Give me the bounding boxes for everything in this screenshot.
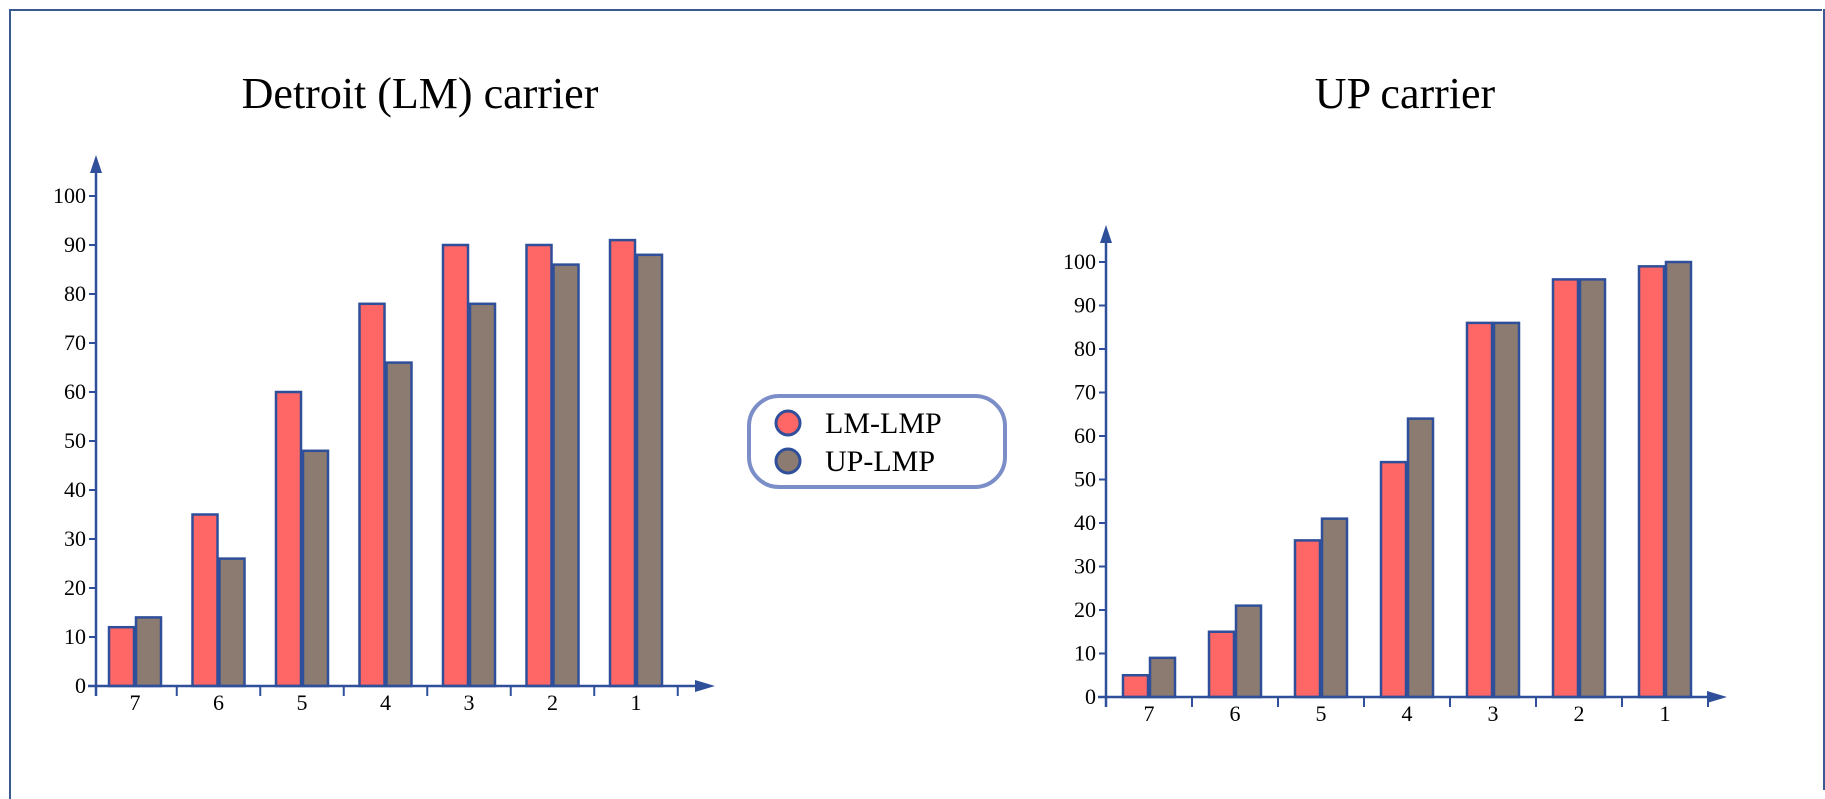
chart-2-y-tick-label: 50 <box>1074 467 1096 492</box>
chart-2-bar-lm-lmp-5 <box>1293 539 1322 699</box>
legend-box <box>747 394 1007 489</box>
chart-2-bar-lm-lmp-1 <box>1637 265 1666 699</box>
figure-frame-right-edge <box>1823 9 1825 790</box>
chart-1-bar-lm-lmp-6 <box>191 513 219 688</box>
chart-2-bar-up-lmp-5 <box>1320 517 1349 699</box>
chart-1-y-tick-label: 100 <box>53 183 86 208</box>
chart-1-y-tick-label: 30 <box>64 526 86 551</box>
chart-1-bar-lm-lmp-7 <box>107 625 136 688</box>
chart-2-bar-up-lmp-4 <box>1406 417 1435 699</box>
chart-2-y-axis-arrow <box>1100 225 1112 243</box>
chart-2-y-tick-label: 20 <box>1074 597 1096 622</box>
chart-1-bar-up-lmp-7 <box>134 616 163 688</box>
chart-2-y-tick-label: 70 <box>1074 380 1096 405</box>
chart-1-bar-lm-lmp-1 <box>608 238 637 688</box>
chart-2-bar-up-lmp-1 <box>1664 260 1693 699</box>
chart-2-bar-up-lmp-7 <box>1148 656 1177 699</box>
chart-2-x-tick-label: 1 <box>1660 701 1671 726</box>
chart-2-x-axis-arrow <box>1707 691 1727 703</box>
chart-2-bar-up-lmp-3 <box>1492 321 1521 699</box>
chart-1-bar-up-lmp-2 <box>552 263 580 688</box>
chart-2-y-tick-label: 40 <box>1074 510 1096 535</box>
chart-1-y-tick-label: 60 <box>64 379 86 404</box>
chart-1-bar-up-lmp-4 <box>385 361 413 688</box>
chart-1-x-tick-label: 4 <box>380 690 391 715</box>
chart-2-y-tick-label: 30 <box>1074 554 1096 579</box>
chart-2-y-tick-label: 80 <box>1074 336 1096 361</box>
legend-marker-up-lmp <box>774 447 802 475</box>
chart-2-x-tick-label: 3 <box>1488 701 1499 726</box>
chart-1-y-axis-arrow <box>90 155 102 173</box>
chart-2-x-tick-label: 7 <box>1144 701 1155 726</box>
chart-2-x-tick-label: 4 <box>1402 701 1413 726</box>
chart-2-x-tick-label: 2 <box>1574 701 1585 726</box>
chart-1-bar-lm-lmp-3 <box>441 243 470 688</box>
chart-1-x-tick-label: 7 <box>130 690 141 715</box>
chart-1-bar-up-lmp-6 <box>218 557 246 688</box>
chart-1-y-tick-label: 10 <box>64 624 86 649</box>
chart-2-x-tick-label: 6 <box>1230 701 1241 726</box>
chart-2-y-tick-label: 90 <box>1074 293 1096 318</box>
chart-1-bar-lm-lmp-5 <box>274 390 303 688</box>
chart-1-y-tick-label: 0 <box>75 673 86 698</box>
chart-1-y-tick-label: 90 <box>64 232 86 257</box>
chart-1-x-tick-label: 6 <box>213 690 224 715</box>
legend-label-lm-lmp: LM-LMP <box>825 407 942 440</box>
chart-2-bar-lm-lmp-6 <box>1207 630 1236 699</box>
chart-1-y-tick-label: 50 <box>64 428 86 453</box>
chart-1-y-tick-label: 20 <box>64 575 86 600</box>
chart-1-y-tick-label: 40 <box>64 477 86 502</box>
chart-2-bar-up-lmp-2 <box>1578 278 1607 699</box>
chart-1-x-tick-label: 3 <box>464 690 475 715</box>
chart-2-title: UP carrier <box>1315 69 1496 118</box>
chart-2-bar-lm-lmp-4 <box>1379 460 1408 699</box>
chart-2-bar-lm-lmp-2 <box>1551 278 1580 699</box>
chart-1-x-tick-label: 1 <box>631 690 642 715</box>
chart-2-y-tick-label: 60 <box>1074 423 1096 448</box>
chart-2-y-tick-label: 0 <box>1085 684 1096 709</box>
chart-2-bar-lm-lmp-3 <box>1465 321 1494 699</box>
legend-label-up-lmp: UP-LMP <box>825 445 935 478</box>
chart-2-bar-lm-lmp-7 <box>1121 674 1150 699</box>
chart-1-bar-up-lmp-3 <box>468 302 497 688</box>
chart-2-x-tick-label: 5 <box>1316 701 1327 726</box>
chart-2-y-tick-label: 100 <box>1063 249 1096 274</box>
chart-1-y-tick-label: 80 <box>64 281 86 306</box>
chart-1-bar-lm-lmp-2 <box>525 243 553 688</box>
chart-1-bar-up-lmp-5 <box>301 449 330 688</box>
chart-1-x-tick-label: 5 <box>297 690 308 715</box>
legend-marker-lm-lmp <box>774 409 802 437</box>
chart-1-x-axis-arrow <box>695 680 715 692</box>
chart-1-x-tick-label: 2 <box>547 690 558 715</box>
chart-1-title: Detroit (LM) carrier <box>242 69 599 118</box>
chart-1-y-tick-label: 70 <box>64 330 86 355</box>
chart-2-bar-up-lmp-6 <box>1234 604 1263 699</box>
chart-1-bar-lm-lmp-4 <box>358 302 386 688</box>
chart-2-y-tick-label: 10 <box>1074 641 1096 666</box>
chart-1-bar-up-lmp-1 <box>635 253 664 688</box>
